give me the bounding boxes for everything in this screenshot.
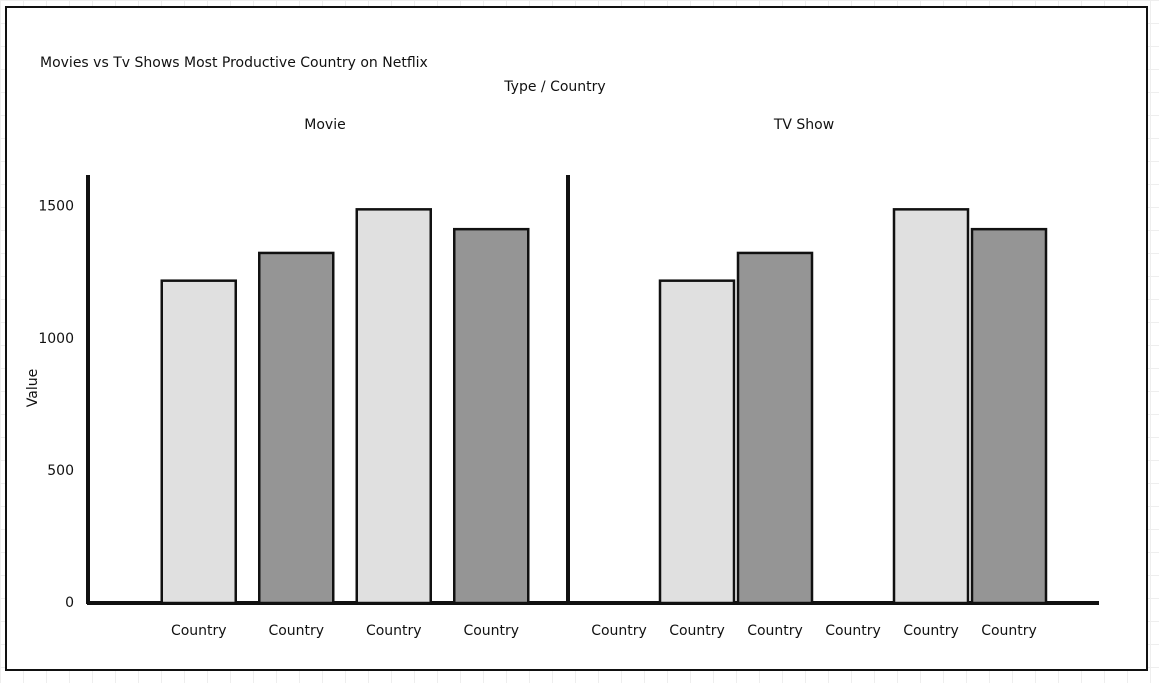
chart-subtitle: Type / Country [503,79,605,95]
x-tick-label: Country [903,623,959,639]
bar [258,251,335,605]
bar [892,208,970,605]
bar [736,251,814,605]
x-tick-label: Country [747,623,803,639]
y-tick-label: 500 [47,463,74,479]
bar [658,279,736,605]
x-tick-label: Country [981,623,1037,639]
bar [160,279,237,605]
bar [355,208,432,605]
x-tick-label: Country [463,623,519,639]
bar [453,227,530,605]
y-tick-label: 1000 [38,331,74,347]
x-tick-label: Country [171,623,227,639]
y-tick-label: 0 [65,595,74,611]
panel-title: TV Show [773,117,834,133]
panel-title: Movie [304,117,345,133]
y-tick-label: 1500 [38,199,74,215]
x-tick-label: Country [825,623,881,639]
chart-title: Movies vs Tv Shows Most Productive Count… [40,55,428,71]
x-tick-label: Country [268,623,324,639]
bar [970,227,1048,605]
x-tick-label: Country [591,623,647,639]
x-tick-label: Country [669,623,725,639]
y-axis-label: Value [25,369,41,407]
x-tick-label: Country [366,623,422,639]
